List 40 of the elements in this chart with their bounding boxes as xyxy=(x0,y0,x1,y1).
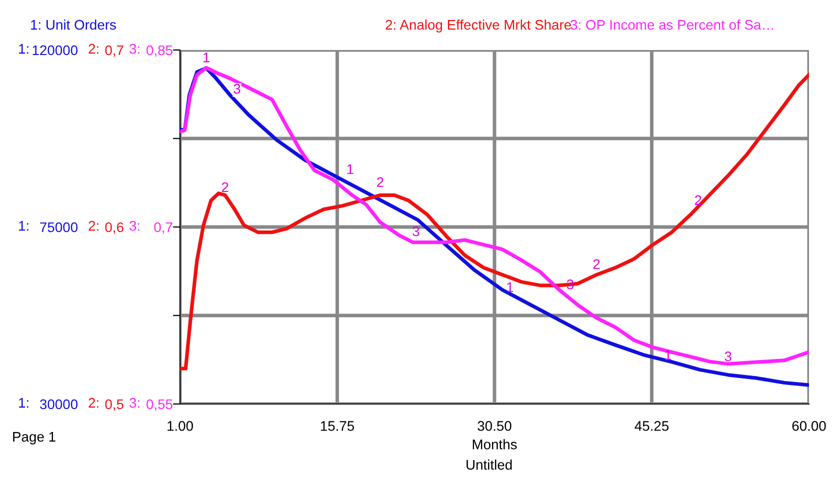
annotation: 1 xyxy=(665,350,672,360)
text: 1: Unit Orders xyxy=(31,20,116,30)
y-axis-title: 1: xyxy=(19,398,28,408)
y2-axis-title: 2: xyxy=(88,398,98,408)
x-tick-label: 45.25 xyxy=(634,421,669,431)
text: 2: Analog Effective Mrkt Share xyxy=(386,20,571,32)
x-tick-label: 60.00 xyxy=(792,421,826,431)
y2-tick-label: 0,5 xyxy=(105,399,124,411)
annotation: 3 xyxy=(412,226,420,236)
y3-tick-label: 0,7 xyxy=(154,222,172,234)
y-tick-label: 120000 xyxy=(32,45,78,56)
annotation: 2 xyxy=(694,195,702,205)
y2-tick-label: 0,7 xyxy=(105,45,124,57)
x-tick-label: 1.00 xyxy=(168,421,193,431)
y2-tick-label: 0,6 xyxy=(105,222,124,234)
text: 3: xyxy=(130,44,140,54)
x-tick-label: 30.50 xyxy=(478,421,512,431)
y-tick-label: 30000 xyxy=(40,399,78,410)
y3-tick-label: 0,55 xyxy=(146,399,172,411)
y3-tick-label: 0,85 xyxy=(146,45,172,57)
x-axis-title: Months xyxy=(472,439,517,450)
y3-axis-title: 3: xyxy=(130,398,140,408)
annotation: 1 xyxy=(204,52,210,62)
x-tick-label: 15.75 xyxy=(320,421,354,431)
y-tick-label: 75000 xyxy=(40,222,78,232)
annotation: 2 xyxy=(377,177,384,187)
text: Page 1 xyxy=(13,432,56,444)
text: 3: OP Income as Percent of Sa… xyxy=(570,20,774,30)
text: 2: xyxy=(88,44,98,54)
annotation: 2 xyxy=(593,259,600,269)
annotation: 1 xyxy=(507,282,514,292)
text: Untitled xyxy=(466,460,512,470)
text: 2: xyxy=(88,220,98,231)
text: 3: xyxy=(130,220,140,231)
annotation: 3 xyxy=(724,351,732,362)
annotation: 3 xyxy=(234,84,240,94)
text: 1: xyxy=(19,44,28,54)
annotation: 2 xyxy=(222,182,228,192)
annotation: 1 xyxy=(347,164,354,174)
text: 1: xyxy=(19,221,28,231)
